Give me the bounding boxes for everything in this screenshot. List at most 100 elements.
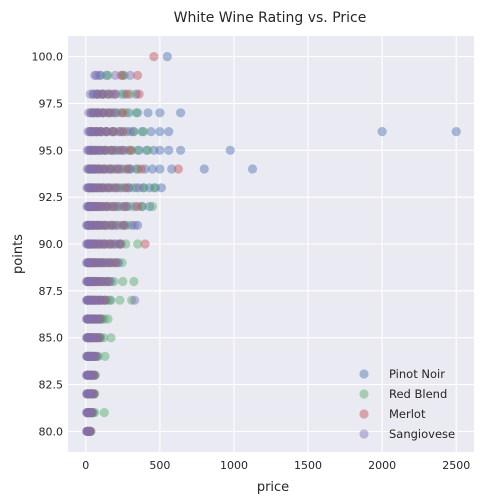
data-point <box>88 127 98 137</box>
data-point <box>119 183 129 193</box>
data-point <box>82 164 92 174</box>
data-point <box>82 389 92 399</box>
data-point <box>85 333 95 343</box>
data-point <box>85 258 95 268</box>
y-tick-label: 82.5 <box>39 379 64 392</box>
data-point <box>134 145 144 155</box>
series-sangiovese <box>81 70 144 436</box>
data-point <box>85 295 95 305</box>
data-point <box>90 351 100 361</box>
data-point <box>104 276 115 287</box>
x-tick-label: 2500 <box>442 459 470 472</box>
data-point <box>90 351 100 361</box>
data-point <box>119 89 129 99</box>
data-point <box>92 314 102 324</box>
data-point <box>130 201 140 212</box>
data-point <box>149 183 159 193</box>
data-point <box>133 108 143 118</box>
data-point <box>114 145 124 155</box>
data-point <box>91 314 101 324</box>
data-point <box>118 127 128 137</box>
data-point <box>99 108 109 118</box>
data-point <box>156 183 166 193</box>
data-point <box>133 201 143 212</box>
data-point <box>118 127 128 137</box>
data-points <box>81 52 461 436</box>
data-point <box>90 314 100 324</box>
data-point <box>83 426 93 436</box>
data-point <box>83 389 93 399</box>
data-point <box>98 258 108 268</box>
data-point <box>94 145 104 155</box>
data-point <box>144 201 155 212</box>
data-point <box>86 108 96 118</box>
data-point <box>85 370 95 380</box>
data-point <box>84 258 94 268</box>
data-point <box>147 201 158 212</box>
legend-marker <box>359 389 369 399</box>
data-point <box>85 426 95 436</box>
data-point <box>83 389 93 399</box>
data-point <box>88 183 98 193</box>
data-point <box>86 145 96 155</box>
data-point <box>106 108 116 118</box>
data-point <box>87 370 97 380</box>
data-point <box>109 127 119 137</box>
data-point <box>100 145 110 155</box>
data-point <box>93 108 103 118</box>
data-point <box>93 295 103 305</box>
data-point <box>81 239 92 249</box>
data-point <box>87 258 97 268</box>
data-point <box>101 70 112 80</box>
data-point <box>118 145 128 155</box>
data-point <box>96 333 106 343</box>
data-point <box>88 220 98 230</box>
data-point <box>106 333 116 343</box>
data-point <box>87 239 97 249</box>
data-point <box>101 127 111 137</box>
data-point <box>87 258 97 268</box>
data-point <box>101 127 112 137</box>
data-point <box>93 183 103 193</box>
data-point <box>85 370 95 380</box>
data-point <box>89 370 99 380</box>
data-point <box>83 370 93 380</box>
data-point <box>103 183 113 193</box>
data-point <box>101 127 112 137</box>
data-point <box>127 220 137 230</box>
data-point <box>225 145 235 155</box>
data-point <box>82 426 92 436</box>
data-point <box>84 220 94 230</box>
data-point <box>116 183 126 193</box>
data-point <box>89 389 99 399</box>
data-point <box>81 351 92 361</box>
data-point <box>90 276 100 287</box>
data-point <box>99 239 109 249</box>
x-tick-label: 0 <box>82 459 89 472</box>
data-point <box>117 258 127 268</box>
data-point <box>93 183 103 193</box>
data-point <box>85 276 95 287</box>
data-point <box>101 127 112 137</box>
data-point <box>85 370 95 380</box>
data-point <box>83 351 93 361</box>
legend: Pinot Noir Red Blend Merlot Sangiovese <box>359 367 455 441</box>
data-point <box>140 164 150 174</box>
data-point <box>83 426 93 436</box>
data-point <box>85 183 95 193</box>
data-point <box>91 351 101 361</box>
data-point <box>84 164 94 174</box>
data-point <box>85 239 95 249</box>
data-point <box>82 370 92 380</box>
y-tick-label: 97.5 <box>39 97 64 110</box>
data-point <box>83 426 93 436</box>
data-point <box>82 426 92 436</box>
data-point <box>122 220 132 230</box>
data-point <box>87 389 97 399</box>
data-point <box>113 239 123 249</box>
data-point <box>92 314 102 324</box>
data-point <box>83 220 93 230</box>
data-point <box>83 408 93 418</box>
data-point <box>88 145 98 155</box>
data-point <box>96 220 106 230</box>
